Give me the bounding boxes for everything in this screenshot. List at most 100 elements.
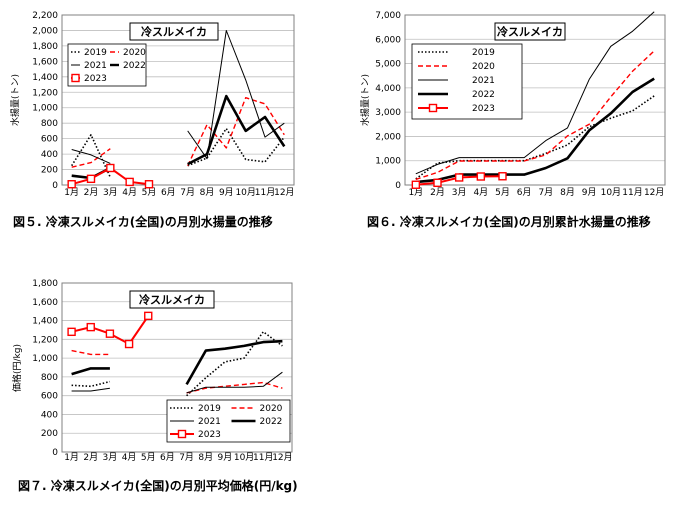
figure-caption: 図５. 冷凍スルメイカ(全国)の月別水揚量の推移 bbox=[13, 214, 273, 229]
data-point-2023 bbox=[454, 173, 464, 182]
x-tick-label: 5月 bbox=[141, 452, 156, 463]
y-tick-label: 1,000 bbox=[32, 104, 58, 114]
y-tick-label: 1,400 bbox=[32, 317, 58, 327]
plot-frame bbox=[404, 14, 666, 186]
y-tick-label: 2,200 bbox=[32, 11, 58, 21]
y-tick-label: 1,200 bbox=[32, 88, 58, 98]
legend-label: 2022 bbox=[123, 61, 146, 71]
x-tick-label: 4月 bbox=[473, 187, 488, 198]
x-tick-label: 10月 bbox=[234, 452, 254, 463]
y-tick-label: 400 bbox=[41, 150, 58, 160]
y-tick-label: 1,000 bbox=[32, 354, 58, 364]
legend-label: 2019 bbox=[84, 48, 107, 58]
chart-3: 0 200 400 600 800 1,000 1,200 1,400 1,600 1,800 1月… bbox=[11, 279, 298, 493]
x-tick-label: 10月 bbox=[601, 187, 621, 198]
series-line-2021 bbox=[186, 371, 283, 394]
y-tick-label: 1,800 bbox=[32, 42, 58, 52]
y-tick-label: 800 bbox=[41, 119, 58, 129]
data-point-2023 bbox=[125, 177, 134, 187]
y-tick-label: 0 bbox=[52, 181, 58, 191]
legend: 2019 2020 2021 2022 2023 bbox=[166, 399, 291, 443]
x-tick-label: 3月 bbox=[103, 187, 118, 198]
x-tick-label: 1月 bbox=[64, 452, 79, 463]
y-tick-label: 0 bbox=[52, 448, 58, 458]
y-axis-label: 水揚量(トン) bbox=[359, 74, 371, 126]
legend-label: 2020 bbox=[472, 62, 495, 72]
series-line-2020 bbox=[71, 349, 110, 356]
data-point-2023 bbox=[106, 163, 115, 173]
data-point-2023 bbox=[144, 180, 154, 189]
data-point-2023 bbox=[105, 329, 115, 338]
series-line-2020 bbox=[187, 96, 285, 166]
x-tick-label: 2月 bbox=[84, 187, 99, 198]
chart-title: 冷スルメイカ bbox=[139, 293, 205, 307]
x-tick-label: 9月 bbox=[218, 452, 233, 463]
series-line-2021 bbox=[71, 149, 111, 164]
x-tick-label: 2月 bbox=[430, 187, 445, 198]
data-point-2023 bbox=[124, 339, 134, 349]
x-tick-label: 11月 bbox=[622, 187, 642, 198]
y-tick-label: 0 bbox=[395, 181, 401, 191]
legend-label: 2021 bbox=[472, 76, 495, 86]
series-line-2019 bbox=[187, 127, 285, 167]
y-axis-label: 価格(円/kg) bbox=[11, 344, 23, 392]
data-point-2023 bbox=[86, 322, 95, 332]
x-tick-label: 2月 bbox=[83, 452, 98, 463]
y-tick-label: 4,000 bbox=[375, 84, 401, 94]
figure-caption: 図６. 冷凍スルメイカ(全国)の月別累計水揚量の推移 bbox=[367, 214, 651, 229]
y-tick-label: 2,000 bbox=[375, 132, 401, 142]
series-line-2019 bbox=[186, 330, 283, 397]
legend-marker-2023 bbox=[428, 103, 438, 113]
legend-label: 2023 bbox=[198, 430, 221, 440]
legend-marker-2023 bbox=[177, 429, 187, 439]
y-axis-label: 水揚量(トン) bbox=[9, 74, 21, 126]
legend-label: 2022 bbox=[260, 417, 283, 427]
legend-label: 2023 bbox=[84, 74, 107, 84]
y-tick-label: 200 bbox=[41, 166, 58, 176]
y-tick-label: 1,600 bbox=[32, 57, 58, 67]
chart-title-box bbox=[129, 22, 219, 41]
figure-caption: 図７. 冷凍スルメイカ(全国)の月別平均価格(円/kg) bbox=[18, 478, 298, 493]
x-tick-label: 8月 bbox=[200, 187, 215, 198]
legend-label: 2023 bbox=[472, 104, 495, 114]
y-tick-label: 800 bbox=[41, 373, 58, 383]
chart-title: 冷スルメイカ bbox=[497, 25, 563, 39]
y-tick-label: 600 bbox=[41, 135, 58, 145]
data-point-2023 bbox=[144, 311, 153, 321]
x-tick-label: 11月 bbox=[255, 187, 275, 198]
series-line-2020 bbox=[415, 50, 655, 181]
legend-label: 2020 bbox=[123, 48, 146, 58]
y-tick-label: 6,000 bbox=[375, 35, 401, 45]
x-tick-label: 8月 bbox=[198, 452, 213, 463]
chart-2: 0 1,000 2,000 3,000 4,000 5,000 6,000 7,000 1月 2月… bbox=[359, 11, 666, 229]
x-tick-label: 1月 bbox=[408, 187, 423, 198]
y-tick-label: 1,400 bbox=[32, 73, 58, 83]
x-tick-label: 12月 bbox=[274, 187, 294, 198]
x-tick-label: 6月 bbox=[160, 452, 175, 463]
data-point-2023 bbox=[67, 180, 76, 189]
series-line-2022 bbox=[71, 367, 110, 376]
legend-label: 2021 bbox=[198, 417, 221, 427]
data-point-2023 bbox=[433, 178, 442, 188]
series-line-2021 bbox=[71, 387, 110, 392]
data-point-2023 bbox=[411, 180, 421, 189]
x-tick-label: 5月 bbox=[142, 187, 157, 198]
x-tick-label: 4月 bbox=[122, 452, 137, 463]
x-tick-label: 10月 bbox=[235, 187, 255, 198]
x-tick-label: 12月 bbox=[644, 187, 664, 198]
plot-frame bbox=[61, 282, 293, 453]
data-point-2023 bbox=[498, 172, 507, 181]
chart-title-box bbox=[129, 290, 215, 309]
series-line-2021 bbox=[415, 11, 655, 175]
x-tick-label: 6月 bbox=[161, 187, 176, 198]
series-line-2020 bbox=[71, 148, 111, 168]
x-tick-label: 8月 bbox=[560, 187, 575, 198]
x-tick-label: 1月 bbox=[64, 187, 79, 198]
y-tick-label: 5,000 bbox=[375, 60, 401, 70]
x-tick-label: 4月 bbox=[122, 187, 137, 198]
series-line-2022 bbox=[185, 339, 283, 386]
y-tick-label: 400 bbox=[41, 410, 58, 420]
x-tick-label: 7月 bbox=[538, 187, 553, 198]
data-point-2023 bbox=[476, 172, 486, 181]
